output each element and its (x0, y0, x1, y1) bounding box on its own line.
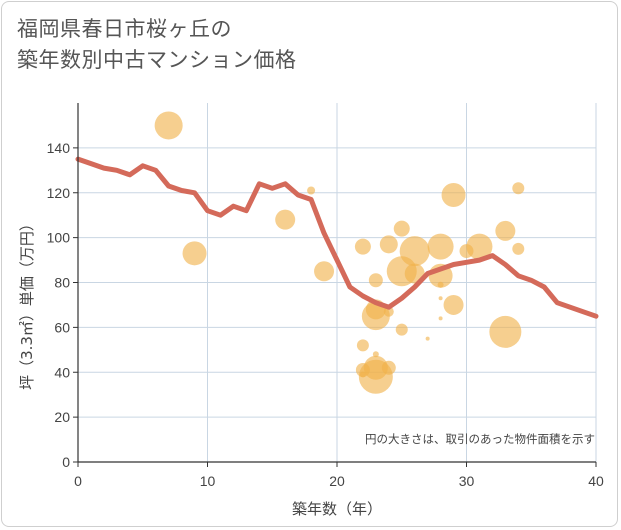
bubble-point-20 (395, 323, 408, 336)
bubble-point-21 (399, 236, 430, 267)
x-tick-label-4: 40 (588, 473, 604, 489)
bubble-point-0 (154, 111, 183, 140)
x-tick-label-3: 30 (459, 473, 475, 489)
bubble-point-28 (438, 316, 443, 321)
x-tick-label-2: 20 (329, 473, 345, 489)
bubble-point-5 (354, 238, 371, 255)
y-axis-label: 坪（3.3㎡）単価（万円） (18, 216, 36, 390)
chart-title: 福岡県春日市桜ヶ丘の 築年数別中古マンション価格 (17, 14, 297, 76)
chart-title-line-2: 築年数別中古マンション価格 (17, 48, 297, 72)
bubble-point-26 (437, 281, 444, 288)
y-tick-label-4: 80 (54, 275, 70, 291)
bubble-point-11 (361, 302, 390, 331)
grid-lines (78, 103, 597, 462)
bubble-point-33 (495, 220, 516, 241)
trend-line (75, 156, 599, 319)
bubble-point-30 (443, 294, 464, 315)
y-tick-label-7: 140 (47, 140, 71, 156)
bubble-point-36 (512, 242, 525, 255)
bubble-point-2 (275, 209, 296, 230)
y-tick-label-2: 40 (54, 364, 70, 380)
bubble-point-1 (182, 241, 207, 266)
y-tick-label-0: 0 (62, 454, 70, 470)
bubble-point-6 (356, 339, 369, 352)
bubble-point-17 (381, 360, 396, 375)
bubble-point-34 (489, 315, 522, 348)
bubble-point-35 (512, 182, 525, 195)
bubble-point-18 (393, 220, 410, 237)
bubble-point-3 (307, 186, 316, 195)
y-tick-label-1: 20 (54, 409, 70, 425)
bubble-point-16 (383, 306, 394, 317)
bubble-point-23 (425, 336, 430, 341)
x-tick-label-0: 0 (74, 473, 82, 489)
x-tick-label-1: 10 (200, 473, 216, 489)
bubble-size-note: 円の大きさは、取引のあった物件面積を示す (365, 432, 595, 446)
bubble-series (154, 111, 525, 394)
bubble-point-29 (441, 182, 466, 207)
y-tick-label-6: 120 (47, 185, 71, 201)
y-tick-label-3: 60 (54, 319, 70, 335)
axes (73, 103, 597, 467)
trend-line-series (75, 156, 599, 319)
bubble-point-15 (379, 235, 398, 254)
bubble-point-27 (438, 296, 443, 301)
bubble-point-4 (314, 261, 335, 282)
bubble-point-9 (368, 273, 383, 288)
y-tick-label-5: 100 (47, 230, 71, 246)
bubble-point-12 (372, 351, 379, 358)
bubble-point-24 (427, 233, 454, 260)
chart-title-line-1: 福岡県春日市桜ヶ丘の (17, 17, 232, 41)
bubble-point-32 (466, 233, 493, 260)
tick-labels: 0 10 20 30 40 0 20 40 60 80 100 120 140 (47, 140, 604, 489)
x-axis-label: 築年数（年） (292, 500, 382, 518)
